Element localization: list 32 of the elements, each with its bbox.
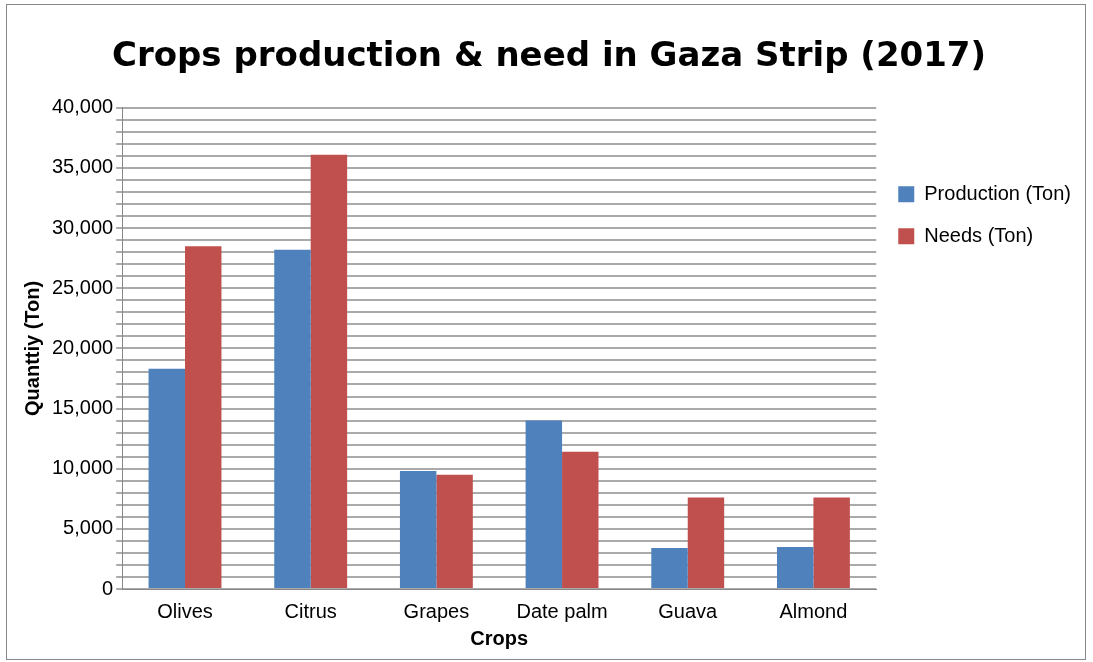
x-tick-label: Guava <box>658 599 719 622</box>
bar <box>399 471 437 588</box>
x-axis-title: Crops <box>470 626 529 649</box>
y-tick-label: 10,000 <box>52 456 114 479</box>
bar <box>148 368 186 588</box>
x-tick-label: Grapes <box>403 599 470 622</box>
bar <box>185 246 222 588</box>
bar <box>274 249 311 588</box>
bar <box>813 497 850 588</box>
x-tick-label: Date palm <box>516 599 608 622</box>
bar <box>310 154 348 588</box>
y-tick-label: 35,000 <box>52 155 114 178</box>
y-tick-label: 5,000 <box>63 516 114 539</box>
bar <box>436 474 473 588</box>
y-tick-label: 40,000 <box>52 95 114 118</box>
chart-title: Crops production & need in Gaza Strip (2017) <box>111 34 987 75</box>
x-tick-label: Almond <box>779 599 848 622</box>
y-tick-label: 20,000 <box>52 335 114 358</box>
y-tick-label: 0 <box>102 576 114 599</box>
y-axis-title: Quanttiy (Ton) <box>20 280 43 416</box>
y-tick-label: 25,000 <box>52 275 114 298</box>
legend-label: Production (Ton) <box>924 181 1072 204</box>
bar <box>525 420 563 588</box>
bar <box>651 548 688 588</box>
y-tick-label: 30,000 <box>52 215 114 238</box>
y-tick-label: 15,000 <box>52 396 114 419</box>
bar <box>562 451 599 588</box>
bar <box>687 497 725 588</box>
x-tick-label: Olives <box>157 599 213 622</box>
bar <box>776 546 814 588</box>
x-tick-label: Citrus <box>284 599 337 622</box>
legend-label: Needs (Ton) <box>924 223 1034 246</box>
